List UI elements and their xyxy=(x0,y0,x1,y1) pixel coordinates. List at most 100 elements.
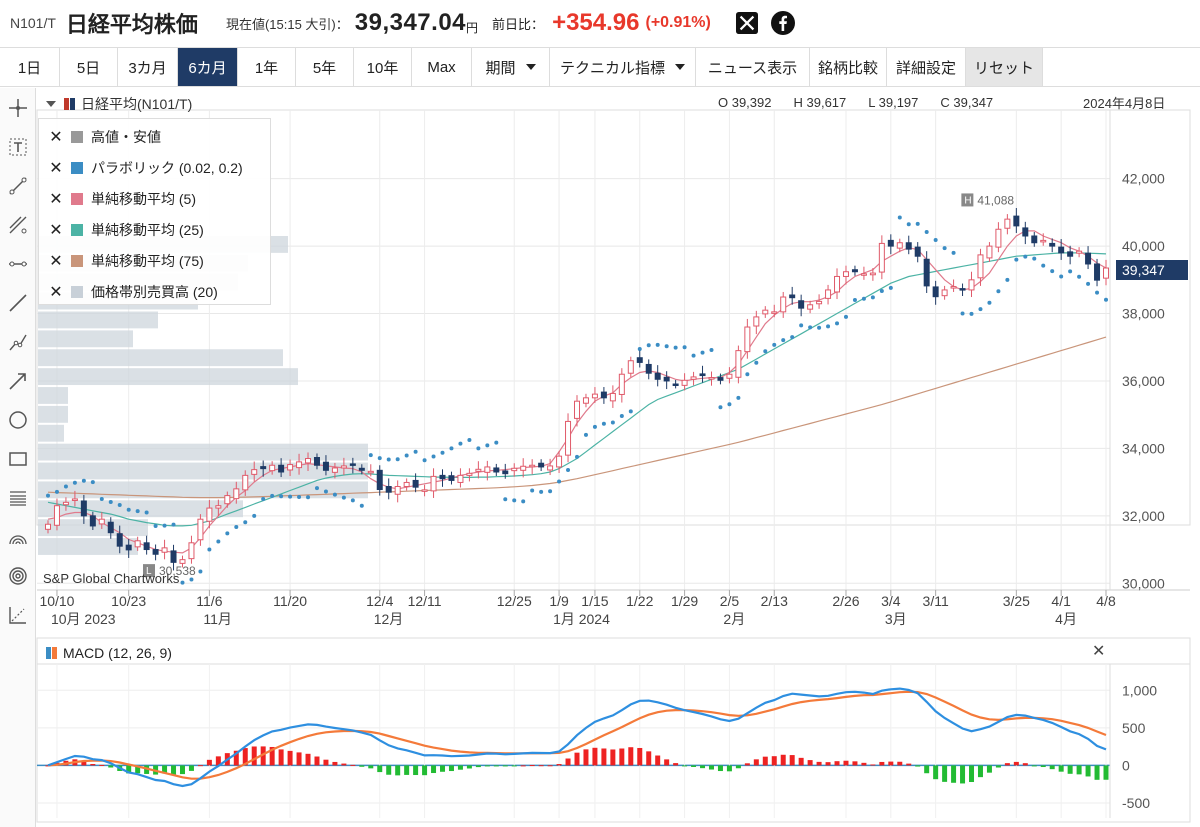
macd-histogram-bar xyxy=(879,761,885,766)
candle-body xyxy=(457,474,464,483)
sar-dot xyxy=(243,520,248,525)
legend-label: 高値・安値 xyxy=(91,128,161,145)
candle-body xyxy=(950,286,957,289)
macd-histogram-bar xyxy=(708,765,714,770)
macd-histogram-bar xyxy=(233,750,239,766)
period-dropdown[interactable]: 期間 xyxy=(472,48,550,86)
candle-body xyxy=(89,515,96,527)
candle-body xyxy=(305,458,312,464)
sar-dot xyxy=(745,372,750,377)
close-icon[interactable]: ✕ xyxy=(1092,643,1106,660)
circle-icon[interactable] xyxy=(4,406,32,434)
range-5d-button[interactable]: 5日 xyxy=(60,48,118,86)
multi-line-icon[interactable] xyxy=(4,211,32,239)
text-tool-icon[interactable] xyxy=(4,133,32,161)
macd-y-tick-label: 0 xyxy=(1122,757,1130,773)
macd-histogram-bar xyxy=(395,765,401,776)
range-6m-button[interactable]: 6カ月 xyxy=(178,48,238,86)
x-logo-icon[interactable] xyxy=(735,11,759,35)
range-max-button[interactable]: Max xyxy=(412,48,472,86)
close-icon[interactable]: ✕ xyxy=(49,159,63,177)
range-3m-button[interactable]: 3カ月 xyxy=(118,48,178,86)
macd-histogram-bar xyxy=(1049,765,1055,770)
polyline-icon[interactable] xyxy=(4,328,32,356)
legend-swatch xyxy=(71,254,83,267)
target-icon[interactable] xyxy=(4,562,32,590)
horizontal-line-icon[interactable] xyxy=(4,250,32,278)
scale-icon[interactable] xyxy=(4,601,32,629)
rectangle-icon[interactable] xyxy=(4,445,32,473)
close-icon[interactable]: ✕ xyxy=(49,252,63,270)
candle-body xyxy=(547,465,554,471)
macd-y-tick-label: 1,000 xyxy=(1122,682,1157,698)
sar-dot xyxy=(548,489,553,494)
candle-body xyxy=(923,258,930,287)
price-change: +354.96 xyxy=(552,9,640,36)
sar-dot xyxy=(772,342,777,347)
sar-dot xyxy=(942,246,947,251)
macd-histogram-bar xyxy=(1022,763,1028,766)
candle-body xyxy=(556,455,563,468)
candle-body xyxy=(663,376,670,382)
sar-dot xyxy=(996,289,1001,294)
fibonacci-icon[interactable] xyxy=(4,484,32,512)
candle-body xyxy=(1067,251,1074,257)
legend-swatch xyxy=(71,192,83,205)
technical-indicators-dropdown[interactable]: テクニカル指標 xyxy=(550,48,696,86)
close-icon[interactable]: ✕ xyxy=(49,128,63,146)
arrow-icon[interactable] xyxy=(4,367,32,395)
macd-histogram-bar xyxy=(780,754,786,766)
sar-dot xyxy=(54,489,59,494)
sar-dot xyxy=(332,492,337,497)
close-icon[interactable]: ✕ xyxy=(49,190,63,208)
sar-dot xyxy=(422,458,427,463)
range-10y-button[interactable]: 10年 xyxy=(354,48,412,86)
candle-body xyxy=(932,286,939,298)
collapse-caret-icon[interactable] xyxy=(46,101,56,107)
low-marker-letter: L xyxy=(146,566,152,577)
compare-button[interactable]: 銘柄比較 xyxy=(810,48,887,86)
range-1y-button[interactable]: 1年 xyxy=(238,48,296,86)
sar-dot xyxy=(933,238,938,243)
crosshair-icon[interactable] xyxy=(4,94,32,122)
arc-icon[interactable] xyxy=(4,523,32,551)
news-toggle-button[interactable]: ニュース表示 xyxy=(696,48,810,86)
candle-body xyxy=(403,481,410,487)
sar-dot xyxy=(906,222,911,227)
trend-line-icon[interactable] xyxy=(4,172,32,200)
x-tick-label: 11/20 xyxy=(273,593,307,609)
legend-swatch xyxy=(71,285,83,298)
candle-body xyxy=(1085,252,1092,265)
candle-body xyxy=(493,467,500,473)
macd-histogram-bar xyxy=(789,755,795,766)
sar-dot xyxy=(619,414,624,419)
range-5y-button[interactable]: 5年 xyxy=(296,48,354,86)
macd-histogram-bar xyxy=(807,760,813,766)
candle-body xyxy=(977,254,984,279)
macd-histogram-bar xyxy=(422,765,428,776)
candle-body xyxy=(538,462,545,468)
settings-button[interactable]: 詳細設定 xyxy=(887,48,966,86)
facebook-icon[interactable] xyxy=(770,11,795,35)
close-icon[interactable]: ✕ xyxy=(49,221,63,239)
sar-dot xyxy=(754,360,759,365)
macd-histogram-bar xyxy=(1013,761,1019,766)
x-tick-label: 1/29 xyxy=(671,593,698,609)
close-icon[interactable]: ✕ xyxy=(49,283,63,301)
watermark: S&P Global Chartworks xyxy=(43,571,180,586)
line-segment-icon[interactable] xyxy=(4,289,32,317)
candle-body xyxy=(107,521,114,534)
candle-body xyxy=(780,296,787,313)
macd-histogram-bar xyxy=(960,765,966,784)
sar-dot xyxy=(261,496,266,501)
candle-body xyxy=(618,373,625,395)
sar-dot xyxy=(1095,290,1100,295)
candle-body xyxy=(609,392,616,402)
candle-body xyxy=(224,495,231,505)
reset-button[interactable]: リセット xyxy=(966,48,1043,86)
candle-body xyxy=(582,397,589,404)
sar-dot xyxy=(601,421,606,426)
series-title[interactable]: 日経平均(N101/T) xyxy=(46,94,192,114)
range-1d-button[interactable]: 1日 xyxy=(0,48,60,86)
candle-body xyxy=(421,489,428,492)
